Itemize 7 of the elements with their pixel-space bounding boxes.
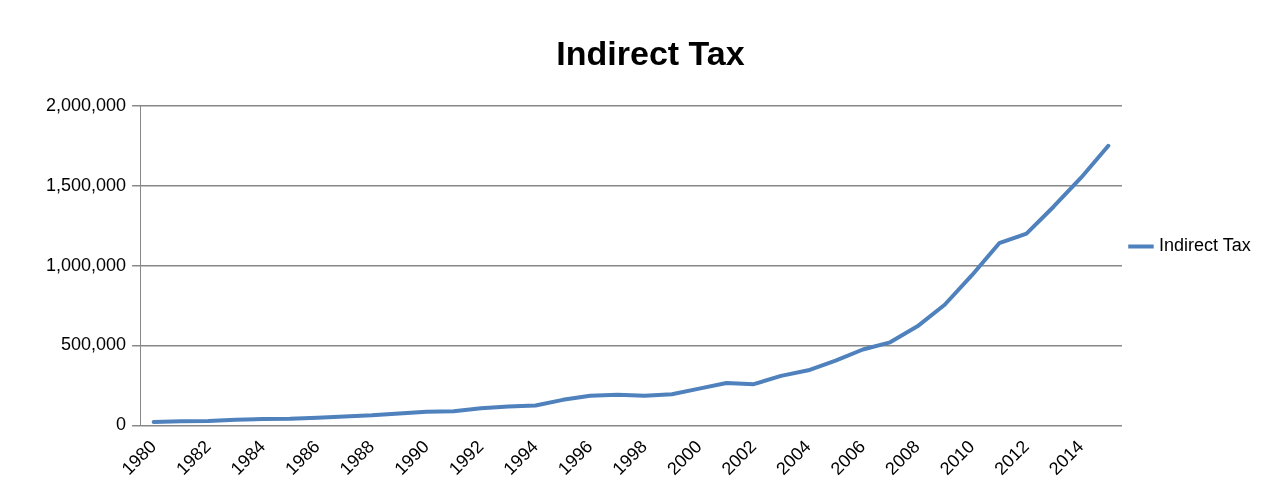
y-tick-label: 1,000,000 bbox=[46, 254, 127, 275]
chart-title: Indirect Tax bbox=[556, 33, 745, 72]
y-tick-label: 1,500,000 bbox=[46, 174, 127, 195]
y-tick-label: 500,000 bbox=[61, 334, 127, 355]
y-tick-label: 0 bbox=[116, 414, 127, 435]
legend-label: Indirect Tax bbox=[1158, 235, 1251, 256]
y-tick-label: 2,000,000 bbox=[46, 94, 127, 115]
